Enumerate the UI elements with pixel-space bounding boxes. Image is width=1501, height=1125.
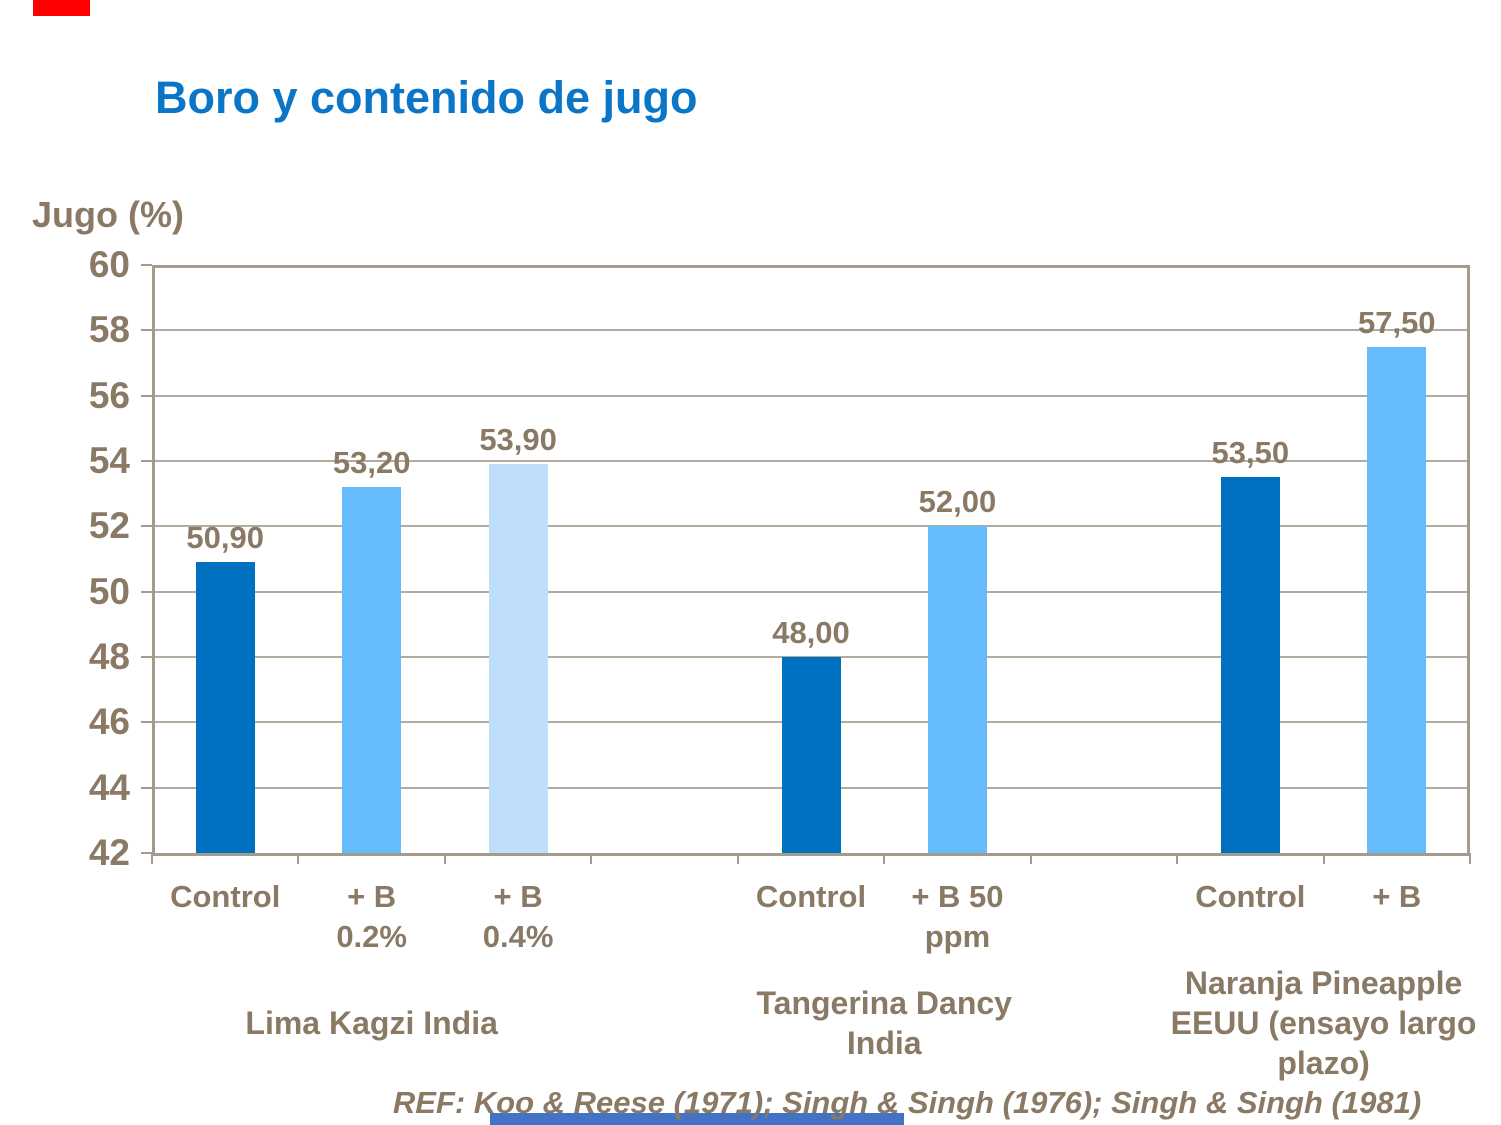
y-axis-tick (141, 590, 152, 593)
bar-b-50-ppm (927, 526, 987, 853)
x-category-label: + B 50 ppm (911, 879, 1004, 954)
y-tick-label: 54 (88, 440, 130, 481)
reference-citation: REF: Koo & Reese (1971); Singh & Singh (… (392, 1085, 1422, 1120)
y-gridline (152, 394, 1470, 397)
bar-value-label: 52,00 (918, 484, 997, 520)
bar-value-label: 53,20 (332, 445, 411, 481)
x-category-label: Control (170, 879, 281, 914)
x-axis-tick (443, 853, 446, 864)
y-tick-label: 48 (88, 636, 130, 677)
x-category-label: Control (755, 879, 867, 914)
x-axis-tick (297, 853, 300, 864)
red-accent-bar (33, 0, 90, 16)
y-tick-label: 50 (88, 570, 130, 612)
bar-value-label: 57,50 (1357, 304, 1436, 340)
y-axis-tick (141, 525, 152, 528)
bar-value-label: 53,50 (1211, 435, 1290, 471)
y-gridline (152, 329, 1470, 332)
x-axis-tick (1029, 853, 1032, 864)
bar-value-label: 53,90 (479, 422, 557, 458)
x-axis-tick (1176, 853, 1179, 864)
y-axis-tick (141, 852, 152, 854)
y-gridline (152, 460, 1470, 462)
y-tick-label: 46 (88, 701, 130, 743)
y-axis-tick (141, 394, 152, 397)
y-axis-tick (141, 786, 152, 789)
bar-control (1220, 477, 1280, 853)
group-label-lima-kagzi-india: Lima Kagzi India (245, 1005, 498, 1041)
bar-value-label: 48,00 (772, 615, 850, 650)
group-label-tangerina-dancy: Tangerina Dancy India (756, 985, 1012, 1061)
y-axis-tick (141, 329, 152, 332)
y-tick-label: 52 (88, 505, 130, 547)
x-axis-tick (1469, 853, 1471, 864)
x-axis-tick (151, 853, 153, 864)
y-tick-label: 58 (88, 309, 130, 351)
x-category-label: + B 0.4% (482, 879, 554, 954)
x-category-label: + B 0.2% (336, 879, 407, 954)
y-axis-tick (141, 656, 152, 658)
y-axis-tick (141, 721, 152, 724)
bar-value-label: 50,90 (186, 520, 264, 556)
group-label-naranja-pineapple: Naranja Pineapple EEUU (ensayo largo pla… (1170, 965, 1477, 1081)
y-tick-label: 56 (88, 374, 130, 416)
bar-b-0-4 (488, 464, 548, 853)
x-category-label: Control (1195, 879, 1306, 914)
blue-accent-bar (490, 1113, 904, 1125)
y-tick-label: 44 (88, 766, 130, 808)
x-axis-tick (1322, 853, 1325, 864)
bar-control (195, 562, 255, 853)
x-axis-tick (736, 853, 739, 864)
x-axis-tick (883, 853, 886, 864)
y-axis-tick (141, 264, 152, 266)
chart-title: Boro y contenido de jugo (155, 72, 698, 123)
y-tick-label: 60 (88, 244, 130, 285)
y-axis-title: Jugo (%) (32, 194, 184, 235)
y-gridline (152, 590, 1470, 593)
x-axis-tick (590, 853, 593, 864)
bar-b-0-2 (342, 487, 402, 853)
bar-control (781, 657, 841, 853)
bar-b (1367, 346, 1427, 853)
y-axis-tick (141, 460, 152, 462)
x-category-label: + B (1372, 879, 1422, 914)
y-tick-label: 42 (88, 832, 130, 873)
y-gridline (152, 525, 1470, 528)
